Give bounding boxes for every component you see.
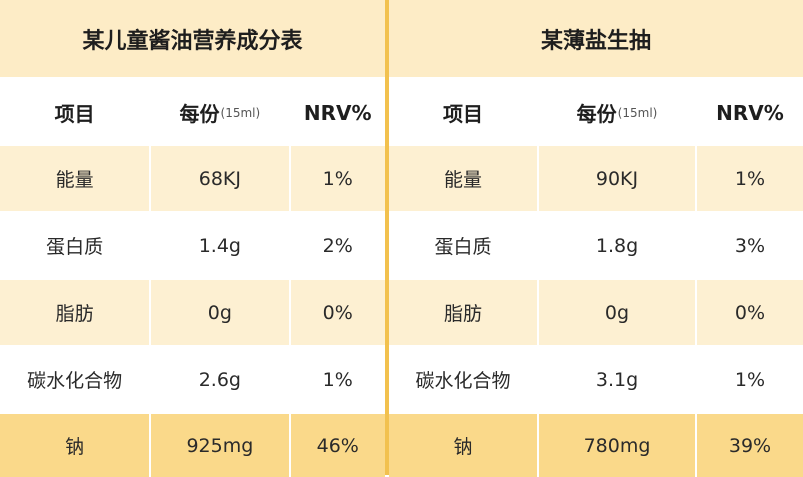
table-title: 某儿童酱油营养成分表 [0, 0, 385, 79]
table-row: 蛋白质 1.4g 2% [0, 211, 385, 278]
row-item: 碳水化合物 [27, 370, 123, 392]
row-value: 2.6g [149, 347, 288, 412]
table-row-sodium: 钠 925mg 46% [0, 412, 385, 477]
row-item: 脂肪 [55, 303, 94, 325]
row-nrv: 0% [695, 280, 803, 345]
per-serving-label: 每份 [179, 102, 220, 126]
row-item: 蛋白质 [46, 236, 104, 258]
row-item: 脂肪 [443, 303, 482, 325]
table-row: 蛋白质 1.8g 3% [389, 211, 803, 278]
row-nrv: 39% [695, 414, 803, 477]
column-header-nrv: NRV% [695, 81, 803, 144]
per-serving-unit: (15ml) [617, 105, 658, 120]
row-value: 925mg [149, 414, 288, 477]
row-nrv: 1% [288, 347, 386, 412]
row-nrv: 46% [288, 414, 386, 477]
row-nrv: 2% [288, 213, 386, 278]
table-row: 碳水化合物 2.6g 1% [0, 345, 385, 412]
row-value: 68KJ [149, 146, 288, 211]
row-nrv: 3% [695, 213, 803, 278]
row-item: 能量 [55, 169, 94, 191]
center-divider [385, 0, 389, 475]
column-header-item: 项目 [54, 102, 95, 126]
table-kids-soy-sauce: 某儿童酱油营养成分表 项目 每份 (15ml) NRV% 能量 68KJ 1% 蛋… [0, 0, 385, 477]
row-value: 3.1g [537, 347, 695, 412]
table-row-sodium: 钠 780mg 39% [389, 412, 803, 477]
column-header-per-serving: 每份 (15ml) [149, 81, 288, 144]
row-value: 780mg [537, 414, 695, 477]
column-header-item: 项目 [443, 102, 483, 126]
row-item: 钠 [65, 436, 85, 458]
table-row: 能量 90KJ 1% [389, 144, 803, 211]
row-item: 碳水化合物 [415, 370, 511, 392]
table-row: 碳水化合物 3.1g 1% [389, 345, 803, 412]
column-header-nrv: NRV% [288, 81, 386, 144]
table-row: 能量 68KJ 1% [0, 144, 385, 211]
table-row: 脂肪 0g 0% [389, 278, 803, 345]
per-serving-unit: (15ml) [220, 105, 261, 120]
row-nrv: 1% [695, 146, 803, 211]
row-value: 1.4g [149, 213, 288, 278]
row-nrv: 1% [288, 146, 386, 211]
row-value: 0g [537, 280, 695, 345]
table-header-row: 项目 每份 (15ml) NRV% [389, 79, 803, 144]
table-row: 脂肪 0g 0% [0, 278, 385, 345]
row-nrv: 0% [288, 280, 386, 345]
row-item: 钠 [453, 436, 473, 458]
table-title: 某薄盐生抽 [389, 0, 803, 79]
row-nrv: 1% [695, 347, 803, 412]
row-value: 0g [149, 280, 288, 345]
row-item: 能量 [443, 169, 482, 191]
row-item: 蛋白质 [434, 236, 492, 258]
row-value: 1.8g [537, 213, 695, 278]
table-low-salt-soy-sauce: 某薄盐生抽 项目 每份 (15ml) NRV% 能量 90KJ 1% 蛋白质 1.… [389, 0, 803, 477]
row-value: 90KJ [537, 146, 695, 211]
column-header-per-serving: 每份 (15ml) [537, 81, 695, 144]
table-header-row: 项目 每份 (15ml) NRV% [0, 79, 385, 144]
per-serving-label: 每份 [576, 102, 617, 126]
